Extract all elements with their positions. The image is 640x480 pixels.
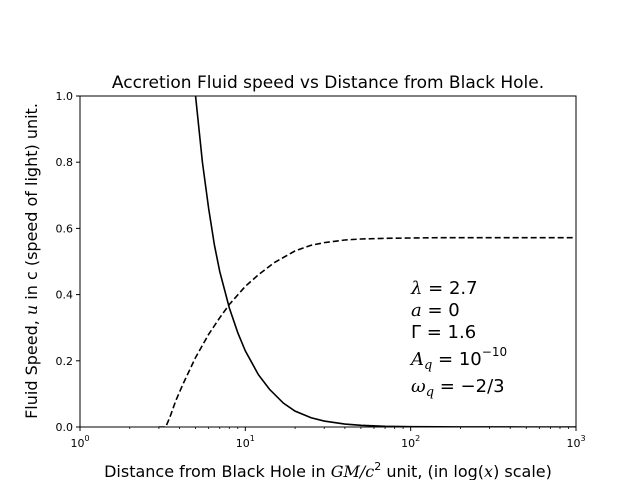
x-tick-label: 100: [70, 434, 89, 450]
annotation-aq: Aq = 10−10: [409, 345, 507, 373]
x-tick-label: 102: [401, 434, 420, 450]
plot-frame: [79, 95, 577, 428]
annotation-lambda: λ = 2.7: [410, 278, 478, 299]
x-axis-label: Distance from Black Hole in GM/c2 unit, …: [104, 460, 552, 480]
parameter-annotations: λ = 2.7 a = 0 Γ = 1.6 Aq = 10−10 ωq = −2…: [409, 278, 507, 400]
x-axis-ticks: 100 101 102 103: [70, 427, 586, 450]
chart-title: Accretion Fluid speed vs Distance from B…: [112, 73, 544, 93]
y-tick-label: 0.4: [56, 289, 74, 302]
y-axis-label: Fluid Speed, u in c (speed of light) uni…: [22, 103, 41, 419]
series-line-dashed: [158, 236, 576, 427]
x-tick-label: 103: [566, 434, 585, 450]
series-layer: [158, 96, 576, 427]
y-tick-label: 1.0: [56, 90, 74, 103]
y-tick-label: 0.6: [56, 222, 74, 235]
annotation-gamma: Γ = 1.6: [411, 322, 476, 343]
y-tick-label: 0.0: [56, 421, 74, 434]
y-axis-ticks: 0.0 0.2 0.4 0.6 0.8 1.0: [56, 90, 80, 434]
x-tick-label: 101: [236, 434, 255, 450]
annotation-omega: ωq = −2/3: [411, 376, 505, 400]
y-tick-label: 0.8: [56, 156, 74, 169]
y-tick-label: 0.2: [56, 355, 74, 368]
annotation-spin: a = 0: [411, 300, 460, 321]
series-line-solid: [194, 96, 576, 427]
